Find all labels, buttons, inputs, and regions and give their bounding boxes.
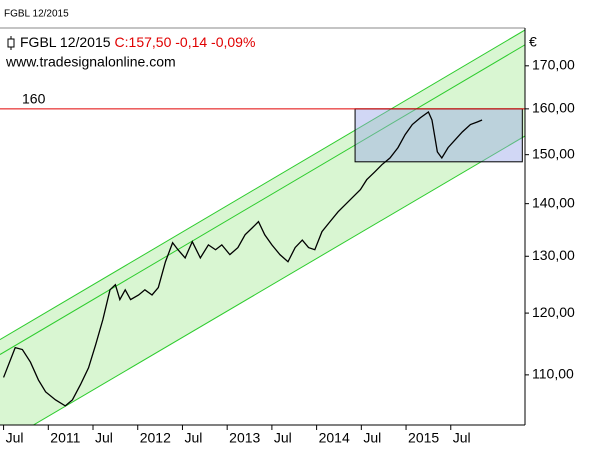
- x-tick-label: Jul: [184, 430, 202, 446]
- plot-area: [0, 29, 525, 425]
- x-tick-label: Jul: [274, 430, 292, 446]
- y-tick-label: 130,00: [532, 247, 575, 263]
- window-title: FGBL 12/2015: [4, 9, 69, 20]
- y-tick-label: 110,00: [532, 366, 574, 382]
- legend-text: FGBL 12/2015 C:157,50 -0,14 -0,09%: [20, 34, 255, 50]
- source: www.tradesignalonline.com: [5, 54, 176, 70]
- x-tick-label: Jul: [6, 430, 24, 446]
- x-tick-label: 2012: [140, 430, 171, 446]
- y-tick-label: 170,00: [532, 57, 575, 73]
- reference-label: 160: [22, 91, 46, 107]
- legend-name: FGBL 12/2015: [20, 34, 111, 50]
- legend-quote: C:157,50 -0,14 -0,09%: [115, 34, 256, 50]
- x-tick-label: Jul: [453, 430, 471, 446]
- x-tick-label: Jul: [363, 430, 381, 446]
- channel-line: [0, 29, 525, 341]
- y-tick-label: 160,00: [532, 100, 575, 116]
- price-line: [2, 110, 483, 407]
- y-tick-label: 140,00: [532, 194, 575, 210]
- x-tick-label: Jul: [95, 430, 113, 446]
- x-tick-label: 2013: [229, 430, 260, 446]
- y-tick-label: 150,00: [532, 145, 575, 161]
- x-tick-label: 2011: [50, 430, 80, 446]
- y-unit: €: [529, 34, 537, 50]
- channel-line: [0, 44, 525, 355]
- legend-icon: [7, 38, 15, 48]
- y-tick-label: 120,00: [532, 304, 575, 320]
- channel-fill: [0, 29, 525, 425]
- x-tick-label: 2014: [319, 430, 350, 446]
- channel-line: [32, 135, 525, 425]
- x-tick-label: 2015: [408, 430, 439, 446]
- legend: FGBL 12/2015 C:157,50 -0,14 -0,09%: [7, 34, 255, 50]
